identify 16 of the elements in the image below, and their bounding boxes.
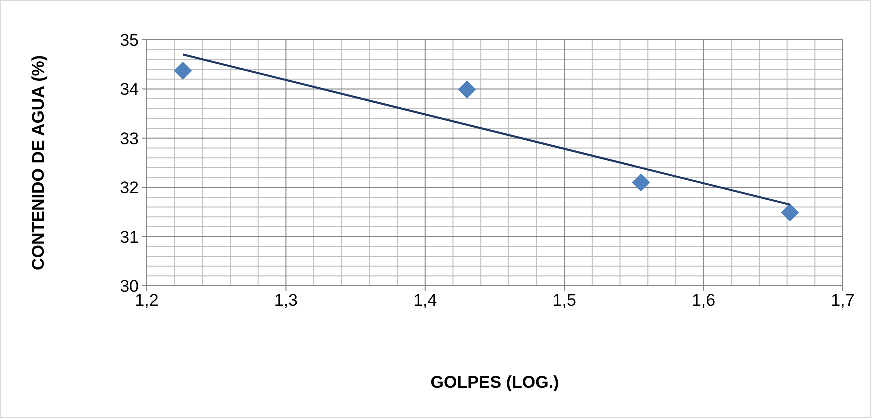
y-tick-label: 34	[120, 80, 139, 100]
point	[174, 62, 192, 80]
x-tick-label: 1,5	[552, 291, 576, 310]
y-tick-label: 33	[120, 129, 139, 148]
point	[458, 80, 476, 99]
y-axis-title: CONTENIDO DE AGUA (%)	[29, 55, 48, 271]
y-tick-label: 35	[120, 31, 139, 50]
x-tick-label: 1,6	[692, 291, 716, 310]
point	[632, 174, 650, 192]
x-tick-label: 1,4	[414, 291, 438, 310]
x-tick-label: 1,3	[274, 291, 298, 310]
x-tick-label: 1,7	[831, 291, 855, 310]
point	[781, 204, 800, 222]
x-axis-title: GOLPES (LOG.)	[430, 373, 560, 392]
y-tick-label: 32	[120, 178, 139, 198]
y-tick-label: 31	[120, 228, 139, 247]
